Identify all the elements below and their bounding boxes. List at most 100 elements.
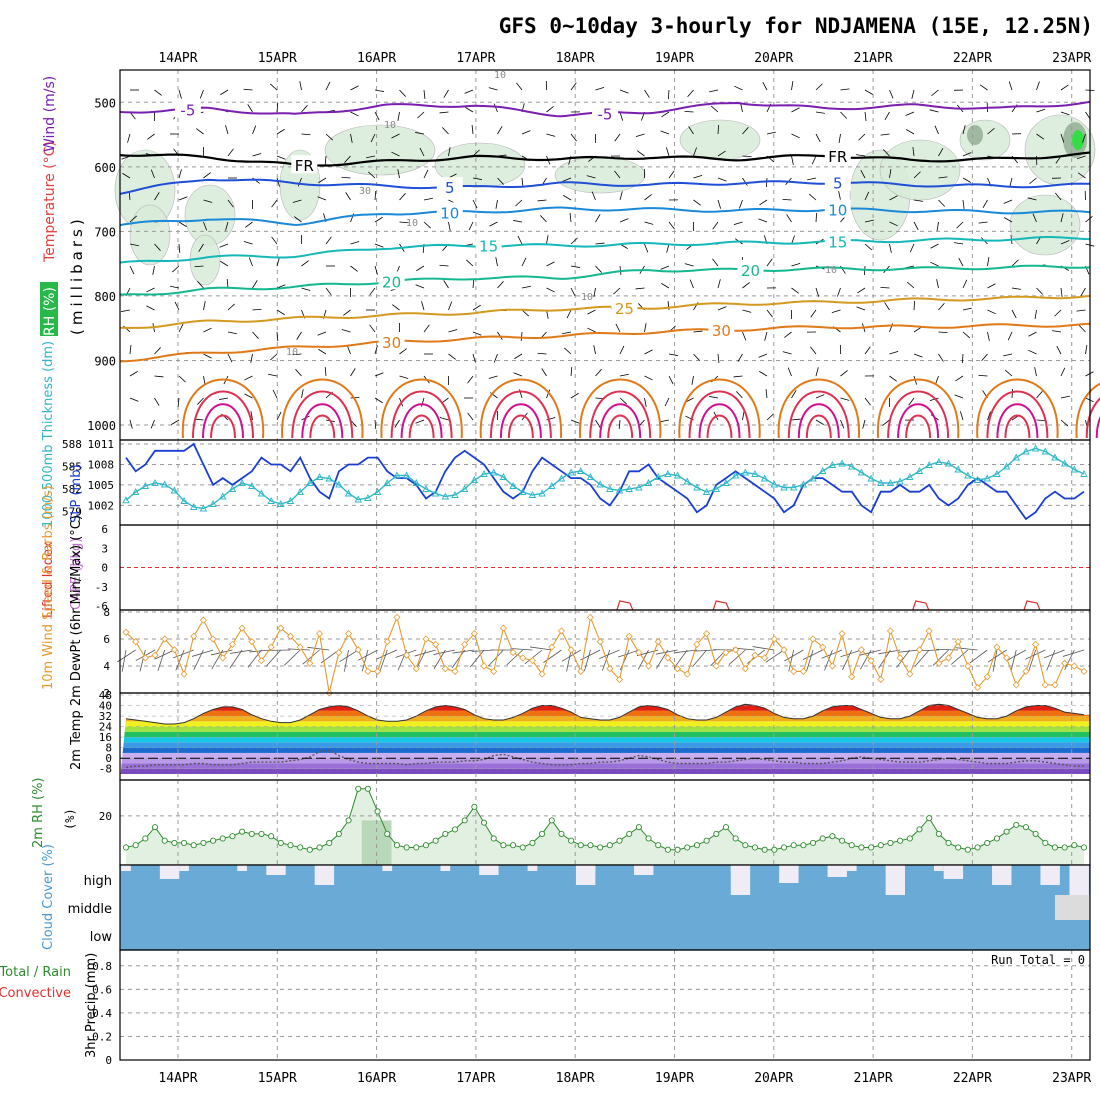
rh-marker xyxy=(171,839,178,846)
wind-barb xyxy=(194,265,204,268)
wind-barb xyxy=(374,265,378,275)
wind-speed-marker xyxy=(993,643,1001,651)
wind-barb xyxy=(370,133,376,143)
wind-barb xyxy=(252,280,258,289)
rh-marker xyxy=(345,817,352,824)
wind-barb xyxy=(742,309,752,313)
wind-barb xyxy=(815,212,818,223)
wind-barb xyxy=(399,375,409,379)
surface-temperature-cell xyxy=(479,378,562,439)
wind-barb xyxy=(930,261,939,267)
wind-barb xyxy=(742,282,750,289)
thickness-marker xyxy=(199,504,208,512)
bottom-date-label: 19APR xyxy=(655,1071,694,1086)
wind-barb xyxy=(673,649,688,669)
wind-barb xyxy=(655,649,669,669)
wind-barb xyxy=(619,345,625,355)
y-tick-label: 800 xyxy=(94,290,116,304)
wind-barb xyxy=(955,647,978,651)
precip-tick-label: 0.8 xyxy=(92,960,112,973)
thickness-marker xyxy=(209,500,217,507)
wind-barb xyxy=(561,649,582,662)
thickness-marker xyxy=(180,497,188,504)
rh-marker xyxy=(519,844,526,851)
wind-barb xyxy=(566,649,572,672)
wind-barb xyxy=(938,199,946,207)
wind-barb xyxy=(619,397,627,405)
wind-barb xyxy=(154,649,175,660)
wind-speed-marker xyxy=(209,635,217,643)
contour-label: 10 xyxy=(440,204,459,222)
wind-barb xyxy=(493,103,498,113)
thickness-marker xyxy=(731,471,740,479)
wind-barb xyxy=(613,287,621,295)
thickness-marker xyxy=(1031,444,1040,452)
wind-barb xyxy=(884,111,890,120)
wind-barb xyxy=(520,331,523,342)
wind-barb xyxy=(307,646,330,651)
wind-barb xyxy=(1029,177,1037,184)
cloud-clear xyxy=(779,865,799,883)
thickness-marker xyxy=(722,479,730,486)
wind-barb xyxy=(593,287,596,297)
wind-barb xyxy=(154,89,162,96)
thickness-tick-label: 585 xyxy=(62,461,82,474)
wind-barb xyxy=(439,111,449,114)
wind-barb xyxy=(529,646,552,651)
wind-barb xyxy=(341,329,351,333)
rh-marker xyxy=(926,815,933,822)
wind-barb xyxy=(129,215,137,223)
wind-barb xyxy=(619,218,629,223)
wind-barb xyxy=(397,111,400,121)
wind-barb xyxy=(619,89,629,94)
thickness-marker xyxy=(441,492,450,500)
thickness-marker xyxy=(325,474,333,482)
wind-barb xyxy=(230,649,252,654)
wind-barb xyxy=(1085,216,1093,223)
wind-barb xyxy=(782,198,792,201)
rh-marker xyxy=(868,844,875,851)
surface-temperature-cell xyxy=(777,378,860,439)
wind-barb xyxy=(693,174,703,179)
thickness-tick-label: 588 xyxy=(62,438,82,451)
cloud-clear xyxy=(382,865,393,871)
thickness-marker xyxy=(673,471,682,479)
ylabel-wind: Wind (m/s) xyxy=(42,76,58,152)
wind-barb xyxy=(733,375,743,378)
wind-barb xyxy=(958,257,964,267)
surface-temperature-cell xyxy=(1085,397,1100,439)
wind-barb xyxy=(684,110,694,113)
wind-barb xyxy=(668,221,675,230)
rh-marker xyxy=(848,842,855,849)
precip-tick-label: 0.6 xyxy=(92,983,112,996)
wind-barb xyxy=(497,177,504,185)
wind-barb xyxy=(302,649,320,665)
wind-barb xyxy=(146,287,155,293)
wind-speed-marker xyxy=(451,667,459,675)
temperature-contour xyxy=(119,236,1091,264)
thickness-marker xyxy=(906,473,914,480)
contour-label-bg xyxy=(708,319,735,338)
wind-barb xyxy=(199,89,204,99)
top-date-label: 14APR xyxy=(158,51,197,66)
thickness-marker xyxy=(335,480,343,488)
rh-marker xyxy=(151,824,159,831)
wind-speed-marker xyxy=(915,646,924,654)
wind-speed-marker xyxy=(432,640,440,648)
contour-label-bg xyxy=(291,155,318,174)
wind-speed-marker xyxy=(809,635,817,643)
wind-barb xyxy=(247,649,262,668)
wind-speed-marker xyxy=(761,654,769,662)
wind-speed-marker xyxy=(741,665,749,673)
wind-speed-marker xyxy=(906,670,914,678)
wind-barb xyxy=(357,649,378,661)
wind-barb xyxy=(840,370,848,377)
wind-barb xyxy=(693,330,703,333)
wind-barb xyxy=(366,155,376,159)
surface-temperature-cell xyxy=(986,390,1049,439)
wind-barb xyxy=(1011,388,1014,399)
thickness-marker xyxy=(712,485,721,492)
wind-barb xyxy=(693,147,697,157)
wind-barb xyxy=(564,347,572,355)
wind-barb xyxy=(296,331,302,340)
